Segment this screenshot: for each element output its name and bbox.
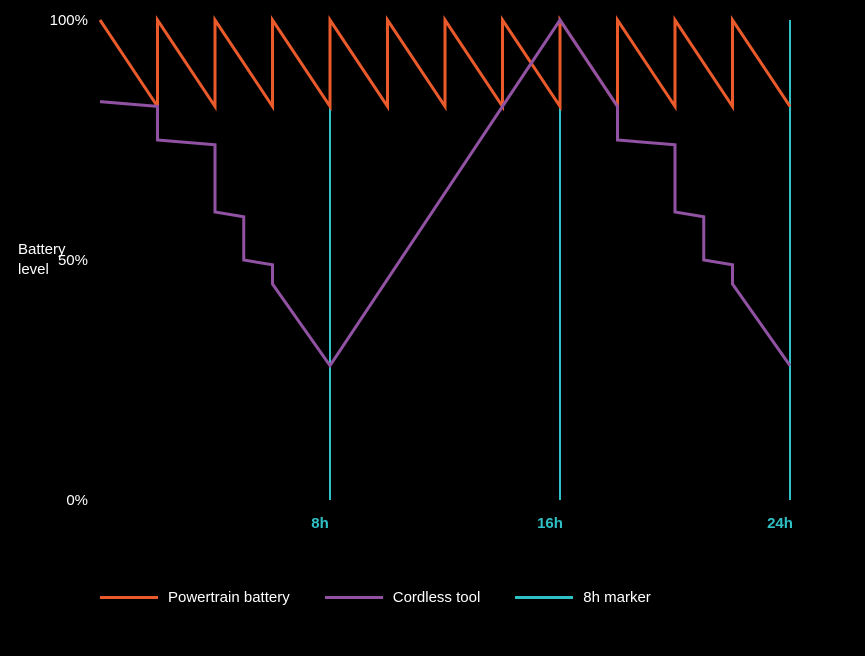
y-axis-title-1: Battery: [18, 241, 66, 258]
y-axis-title-2: level: [18, 261, 49, 278]
marker-label: 8h: [311, 515, 329, 532]
legend-label-cordless: Cordless tool: [393, 589, 481, 606]
chart-svg: 0%50%100%Batterylevel8h16h24h: [0, 0, 865, 656]
legend-swatch-marker: [515, 596, 573, 599]
marker-label: 16h: [537, 515, 563, 532]
legend-label-marker: 8h marker: [583, 589, 651, 606]
legend-swatch-cordless: [325, 596, 383, 599]
y-tick-label: 100%: [50, 12, 88, 29]
legend-item-marker: 8h marker: [515, 589, 651, 606]
marker-label: 24h: [767, 515, 793, 532]
legend: Powertrain battery Cordless tool 8h mark…: [100, 589, 651, 606]
legend-item-powertrain: Powertrain battery: [100, 589, 290, 606]
legend-label-powertrain: Powertrain battery: [168, 589, 290, 606]
y-tick-label: 0%: [66, 492, 88, 509]
legend-swatch-powertrain: [100, 596, 158, 599]
chart-container: 0%50%100%Batterylevel8h16h24h Powertrain…: [0, 0, 865, 656]
legend-item-cordless: Cordless tool: [325, 589, 481, 606]
series-powertrain: [100, 20, 790, 106]
